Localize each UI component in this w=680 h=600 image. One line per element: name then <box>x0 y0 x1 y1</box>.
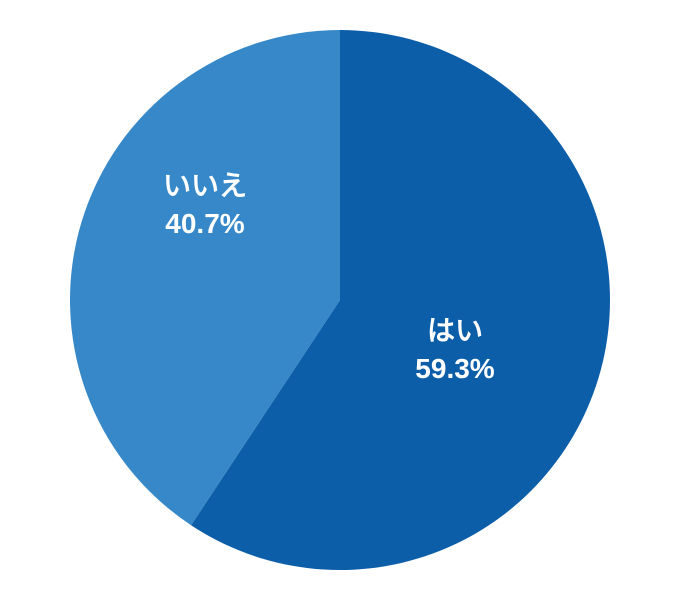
slice-label-1: いいえ40.7% <box>163 167 247 243</box>
pie-svg <box>0 0 680 600</box>
slice-label-pct: 40.7% <box>163 205 247 243</box>
slice-label-0: はい59.3% <box>415 312 494 388</box>
slice-label-name: いいえ <box>163 167 247 205</box>
pie-chart: はい59.3% いいえ40.7% <box>0 0 680 600</box>
slice-label-name: はい <box>415 312 494 350</box>
slice-label-pct: 59.3% <box>415 350 494 388</box>
